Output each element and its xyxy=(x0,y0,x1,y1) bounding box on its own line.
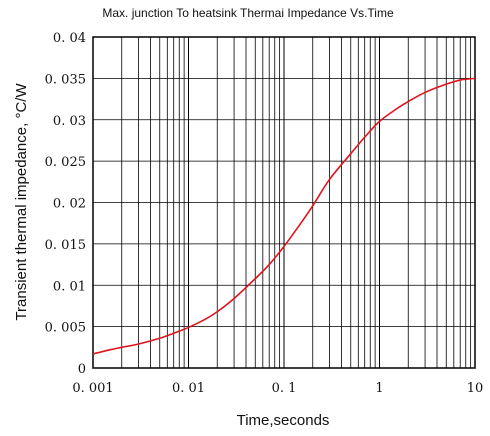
series-line xyxy=(92,77,476,355)
y-tick-label: 0. 025 xyxy=(45,155,86,170)
x-tick-label: 0. 001 xyxy=(72,381,113,396)
y-tick-label: 0. 04 xyxy=(53,31,86,46)
y-tick-label: 0. 015 xyxy=(45,238,86,253)
y-axis-label: Transient thermal impedance, °C/W xyxy=(13,83,30,321)
x-tick-label: 1 xyxy=(375,381,383,396)
chart-title: Max. junction To heatsink Thermai Impeda… xyxy=(102,6,394,20)
x-tick-label: 10 xyxy=(467,381,484,396)
y-tick-label: 0. 03 xyxy=(53,114,86,129)
x-tick-label: 0. 01 xyxy=(172,381,205,396)
y-axis-ticks: 0 0. 005 0. 01 0. 015 0. 02 0. 025 0. 03 0. 035… xyxy=(45,31,86,377)
plot-frame xyxy=(92,36,476,369)
y-tick-label: 0. 02 xyxy=(53,197,86,212)
x-axis-ticks: 0. 001 0. 01 0. 1 1 10 xyxy=(72,381,483,396)
y-tick-label: 0. 01 xyxy=(53,279,86,294)
y-tick-label: 0 xyxy=(78,362,86,377)
x-axis-label: Time,seconds xyxy=(237,412,330,429)
y-tick-label: 0. 035 xyxy=(45,72,86,87)
grid xyxy=(92,36,475,369)
x-tick-label: 0. 1 xyxy=(272,381,297,396)
y-tick-label: 0. 005 xyxy=(45,321,86,336)
